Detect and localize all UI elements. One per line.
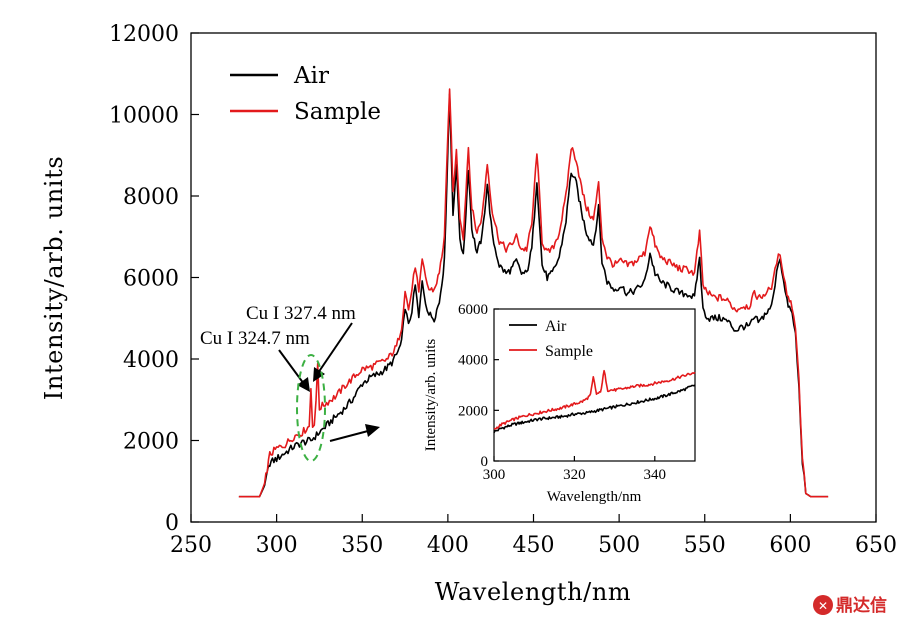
main-x-tick-label: 650 — [855, 533, 897, 558]
watermark-icon — [813, 595, 833, 615]
annotation-cu-327: Cu I 327.4 nm — [246, 303, 356, 324]
inset-pointer-arrowhead — [365, 424, 380, 437]
legend-label-air: Air — [293, 63, 329, 89]
main-y-tick-label: 12000 — [109, 22, 179, 47]
main-plot-axes: 250 300 350 400 450 500 550 600 650 0 2000 4000 600… — [109, 22, 897, 558]
main-x-tick-label: 600 — [769, 533, 811, 558]
inset-pointer-arrow — [329, 430, 369, 442]
main-y-tick-label: 8000 — [123, 185, 179, 210]
main-x-tick-label: 300 — [256, 533, 298, 558]
inset-x-tick-label: 320 — [563, 467, 586, 483]
main-y-tick-label: 0 — [165, 511, 179, 536]
main-y-tick-label: 6000 — [123, 267, 179, 292]
main-x-ticks: 250 300 350 400 450 500 550 600 650 — [170, 514, 897, 558]
inset-y-tick-label: 6000 — [458, 302, 488, 318]
inset-legend-label-air: Air — [545, 318, 567, 335]
main-x-tick-label: 550 — [684, 533, 726, 558]
annotation-cu-324: Cu I 324.7 nm — [200, 328, 310, 349]
watermark-text: 鼎达信 — [836, 595, 887, 616]
annotation-arrow-324 — [278, 349, 305, 385]
watermark-logo: ✕ 鼎达信 — [813, 595, 887, 616]
annotation-arrow-327 — [317, 322, 353, 374]
cu-line-annotations: Cu I 327.4 nm Cu I 324.7 nm — [200, 303, 380, 462]
main-x-tick-label: 500 — [598, 533, 640, 558]
inset-legend: Air Sample — [509, 318, 593, 360]
main-x-tick-label: 400 — [427, 533, 469, 558]
inset-y-tick-label: 0 — [481, 454, 489, 470]
main-x-tick-label: 450 — [513, 533, 555, 558]
main-x-axis-title: Wavelength/nm — [435, 578, 632, 606]
highlight-ellipse — [296, 354, 326, 462]
inset-legend-label-sample: Sample — [545, 343, 593, 360]
inset-y-axis-title: Intensity/arb. units — [423, 339, 439, 452]
main-series-air-line — [238, 93, 829, 498]
main-series-sample-line — [238, 88, 829, 498]
main-y-tick-label: 4000 — [123, 348, 179, 373]
inset-y-ticks: 0 2000 4000 6000 — [458, 302, 499, 470]
annotation-arrowhead-327 — [313, 367, 325, 382]
inset-chart: 300 320 340 0 2000 4000 6000 Wavelength/nm In… — [423, 302, 696, 505]
inset-y-tick-label: 2000 — [458, 403, 488, 419]
main-x-tick-label: 250 — [170, 533, 212, 558]
main-y-axis-title: Intensity/arb. units — [40, 156, 68, 400]
main-x-tick-label: 350 — [341, 533, 383, 558]
main-y-ticks: 0 2000 4000 6000 8000 10000 12000 — [109, 22, 199, 536]
inset-series-group — [493, 369, 696, 434]
inset-x-ticks: 300 320 340 — [483, 456, 666, 483]
legend-label-sample: Sample — [294, 99, 381, 125]
inset-x-tick-label: 340 — [644, 467, 667, 483]
inset-series-sample-line — [493, 369, 696, 430]
inset-x-axis-title: Wavelength/nm — [547, 489, 642, 505]
watermark-icon-glyph: ✕ — [818, 599, 828, 613]
inset-y-tick-label: 4000 — [458, 353, 488, 369]
main-legend: Air Sample — [230, 63, 381, 125]
main-y-tick-label: 2000 — [123, 430, 179, 455]
annotation-arrowhead-324 — [297, 377, 310, 392]
main-y-tick-label: 10000 — [109, 104, 179, 129]
inset-x-tick-label: 300 — [483, 467, 506, 483]
main-series-group — [238, 88, 829, 498]
inset-series-air-line — [493, 384, 696, 434]
